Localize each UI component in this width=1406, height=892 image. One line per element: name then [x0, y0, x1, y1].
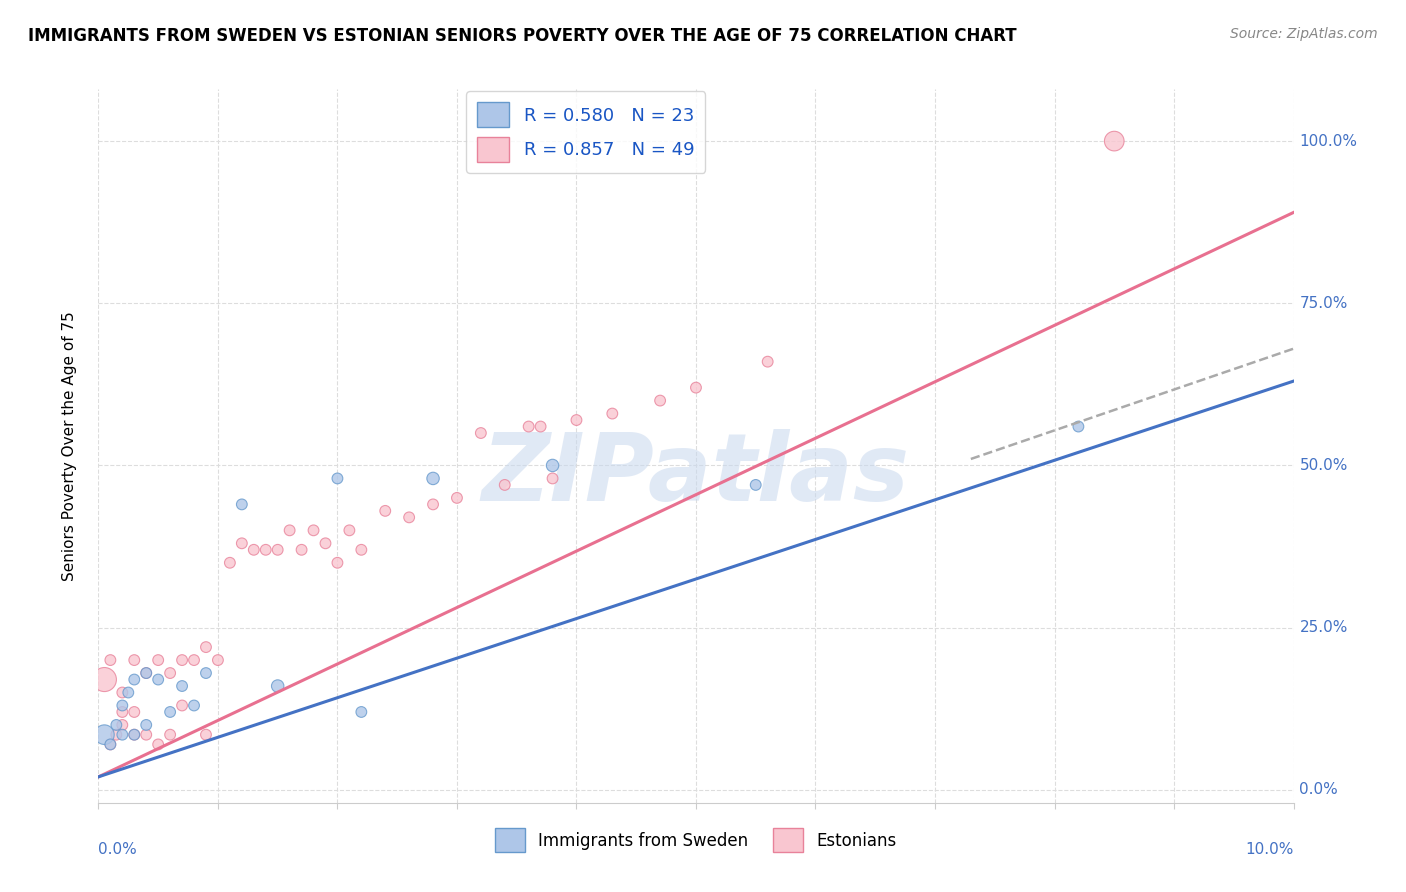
Legend: Immigrants from Sweden, Estonians: Immigrants from Sweden, Estonians [488, 822, 904, 859]
Point [183, 653, 205, 667]
Point [98, 738, 122, 752]
Point [602, 407, 624, 421]
Point [135, 728, 157, 742]
Point [207, 653, 229, 667]
Point [339, 524, 361, 538]
Point [183, 698, 205, 713]
Point [93, 673, 115, 687]
Point [291, 542, 314, 557]
Point [422, 471, 444, 485]
Point [470, 425, 492, 440]
Text: Source: ZipAtlas.com: Source: ZipAtlas.com [1230, 27, 1378, 41]
Point [650, 393, 672, 408]
Point [93, 728, 115, 742]
Point [267, 679, 290, 693]
Point [159, 705, 181, 719]
Point [111, 705, 134, 719]
Point [159, 728, 181, 742]
Point [124, 705, 146, 719]
Point [315, 536, 337, 550]
Point [111, 728, 134, 742]
Point [422, 497, 444, 511]
Point [219, 556, 242, 570]
Point [756, 354, 779, 368]
Point [374, 504, 396, 518]
Point [326, 471, 349, 485]
Point [117, 685, 139, 699]
Point [243, 542, 266, 557]
Point [124, 673, 146, 687]
Point [350, 705, 373, 719]
Point [124, 653, 146, 667]
Point [98, 738, 122, 752]
Text: 0.0%: 0.0% [98, 842, 138, 857]
Point [159, 666, 181, 681]
Point [172, 653, 194, 667]
Point [267, 542, 290, 557]
Point [105, 718, 128, 732]
Point [111, 685, 134, 699]
Point [172, 698, 194, 713]
Point [135, 666, 157, 681]
Point [530, 419, 553, 434]
Point [148, 738, 170, 752]
Point [231, 536, 253, 550]
Text: 100.0%: 100.0% [1299, 134, 1358, 149]
Point [148, 673, 170, 687]
Text: 10.0%: 10.0% [1246, 842, 1294, 857]
Point [1067, 419, 1090, 434]
Point [326, 556, 349, 570]
Point [111, 698, 134, 713]
Point [231, 497, 253, 511]
Point [111, 718, 134, 732]
Text: 0.0%: 0.0% [1299, 782, 1339, 797]
Point [148, 653, 170, 667]
Point [124, 728, 146, 742]
Y-axis label: Seniors Poverty Over the Age of 75: Seniors Poverty Over the Age of 75 [62, 311, 77, 581]
Point [302, 524, 325, 538]
Point [278, 524, 301, 538]
Text: 50.0%: 50.0% [1299, 458, 1348, 473]
Point [195, 640, 218, 654]
Point [398, 510, 420, 524]
Text: IMMIGRANTS FROM SWEDEN VS ESTONIAN SENIORS POVERTY OVER THE AGE OF 75 CORRELATIO: IMMIGRANTS FROM SWEDEN VS ESTONIAN SENIO… [28, 27, 1017, 45]
Point [254, 542, 277, 557]
Point [541, 471, 564, 485]
Point [494, 478, 516, 492]
Point [172, 679, 194, 693]
Point [124, 728, 146, 742]
Text: 75.0%: 75.0% [1299, 296, 1348, 310]
Point [446, 491, 468, 505]
Point [195, 728, 218, 742]
Text: 25.0%: 25.0% [1299, 620, 1348, 635]
Point [565, 413, 588, 427]
Point [195, 666, 218, 681]
Point [135, 718, 157, 732]
Point [541, 458, 564, 473]
Text: ZIPatlas: ZIPatlas [482, 428, 910, 521]
Point [105, 728, 128, 742]
Point [135, 666, 157, 681]
Point [517, 419, 540, 434]
Point [685, 381, 707, 395]
Point [1104, 134, 1126, 148]
Point [745, 478, 768, 492]
Point [350, 542, 373, 557]
Point [98, 653, 122, 667]
